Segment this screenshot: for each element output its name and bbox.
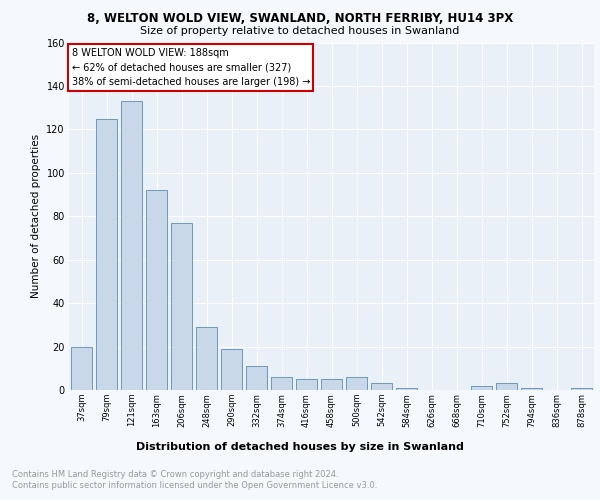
Bar — [296, 379, 317, 390]
Bar — [471, 386, 492, 390]
Bar — [171, 223, 192, 390]
Bar — [346, 377, 367, 390]
Bar — [71, 346, 92, 390]
Y-axis label: Number of detached properties: Number of detached properties — [31, 134, 41, 298]
Bar — [396, 388, 417, 390]
Bar — [221, 348, 242, 390]
Text: 8 WELTON WOLD VIEW: 188sqm
← 62% of detached houses are smaller (327)
38% of sem: 8 WELTON WOLD VIEW: 188sqm ← 62% of deta… — [71, 48, 310, 88]
Bar — [496, 384, 517, 390]
Bar — [571, 388, 592, 390]
Text: Contains public sector information licensed under the Open Government Licence v3: Contains public sector information licen… — [12, 481, 377, 490]
Bar — [321, 379, 342, 390]
Text: Contains HM Land Registry data © Crown copyright and database right 2024.: Contains HM Land Registry data © Crown c… — [12, 470, 338, 479]
Text: Size of property relative to detached houses in Swanland: Size of property relative to detached ho… — [140, 26, 460, 36]
Bar — [246, 366, 267, 390]
Bar — [196, 327, 217, 390]
Bar — [121, 101, 142, 390]
Bar — [271, 377, 292, 390]
Text: Distribution of detached houses by size in Swanland: Distribution of detached houses by size … — [136, 442, 464, 452]
Bar — [371, 384, 392, 390]
Bar — [96, 118, 117, 390]
Bar — [146, 190, 167, 390]
Text: 8, WELTON WOLD VIEW, SWANLAND, NORTH FERRIBY, HU14 3PX: 8, WELTON WOLD VIEW, SWANLAND, NORTH FER… — [87, 12, 513, 26]
Bar — [521, 388, 542, 390]
